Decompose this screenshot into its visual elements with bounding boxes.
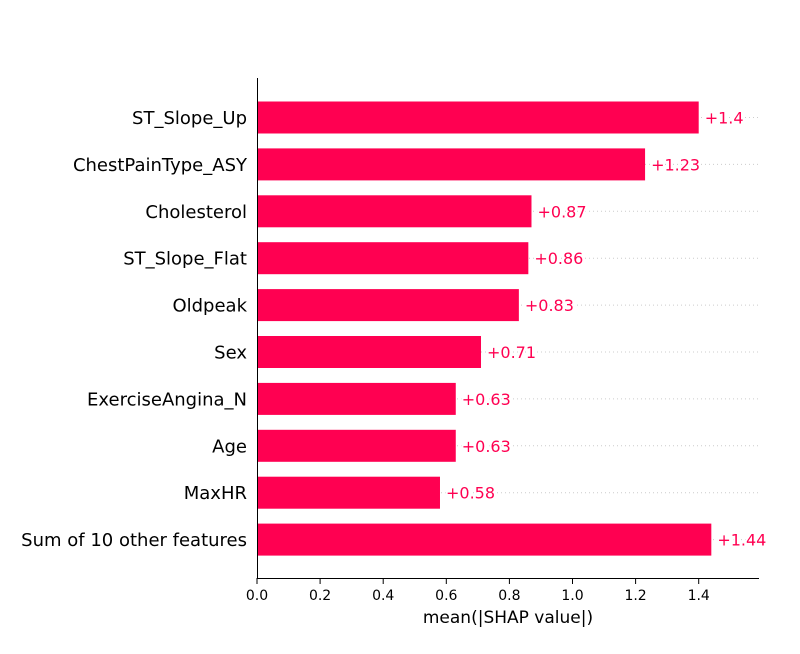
x-tick-label: 1.2	[624, 588, 646, 604]
bar	[257, 382, 456, 415]
category-label: Cholesterol	[145, 202, 247, 223]
bar	[257, 289, 519, 322]
value-label: +0.63	[462, 437, 511, 456]
x-tick-label: 0.2	[309, 588, 331, 604]
value-label: +0.87	[537, 202, 586, 221]
bar	[257, 523, 712, 556]
axes	[257, 78, 759, 579]
value-label: +0.63	[462, 390, 511, 409]
value-label: +0.58	[446, 484, 495, 503]
bar	[257, 242, 529, 275]
x-tick-label: 1.0	[561, 588, 583, 604]
x-tick-label: 0.8	[498, 588, 520, 604]
guide-lines	[257, 117, 759, 541]
category-label: Age	[212, 436, 247, 457]
category-label: Sum of 10 other features	[21, 530, 247, 551]
bar	[257, 336, 482, 368]
value-labels: +1.4 +1.23 +0.87 +0.86 +0.83 +0.71 +0.63 +0.63 +…	[444, 107, 768, 552]
category-label: ST_Slope_Up	[132, 108, 247, 129]
category-label: ExerciseAngina_N	[87, 389, 247, 410]
x-tick-label: 1.4	[688, 588, 710, 604]
value-label: +1.44	[717, 531, 766, 550]
x-tick-label: 0.0	[246, 588, 268, 604]
x-tick-label: 0.4	[372, 588, 394, 604]
x-axis-label: mean(|SHAP value|)	[423, 608, 593, 628]
value-label: +1.4	[705, 109, 744, 128]
bar	[257, 195, 532, 228]
bar	[257, 429, 456, 462]
bar	[257, 101, 699, 134]
category-labels: ST_Slope_Up ChestPainType_ASY Cholesterol S…	[21, 108, 248, 551]
bars	[257, 101, 712, 556]
bar	[257, 476, 440, 509]
bar	[257, 148, 646, 181]
category-label: Sex	[214, 343, 247, 364]
value-label: +0.71	[487, 343, 536, 362]
category-label: ST_Slope_Flat	[123, 249, 247, 270]
value-label: +0.86	[534, 249, 583, 268]
x-ticks: 0.0 0.2 0.4 0.6 0.8 1.0 1.2 1.4	[246, 578, 710, 604]
category-label: Oldpeak	[172, 296, 247, 317]
category-label: ChestPainType_ASY	[73, 155, 248, 176]
value-label: +1.23	[651, 155, 700, 174]
value-label: +0.83	[525, 296, 574, 315]
category-label: MaxHR	[184, 483, 247, 504]
x-tick-label: 0.6	[435, 588, 457, 604]
